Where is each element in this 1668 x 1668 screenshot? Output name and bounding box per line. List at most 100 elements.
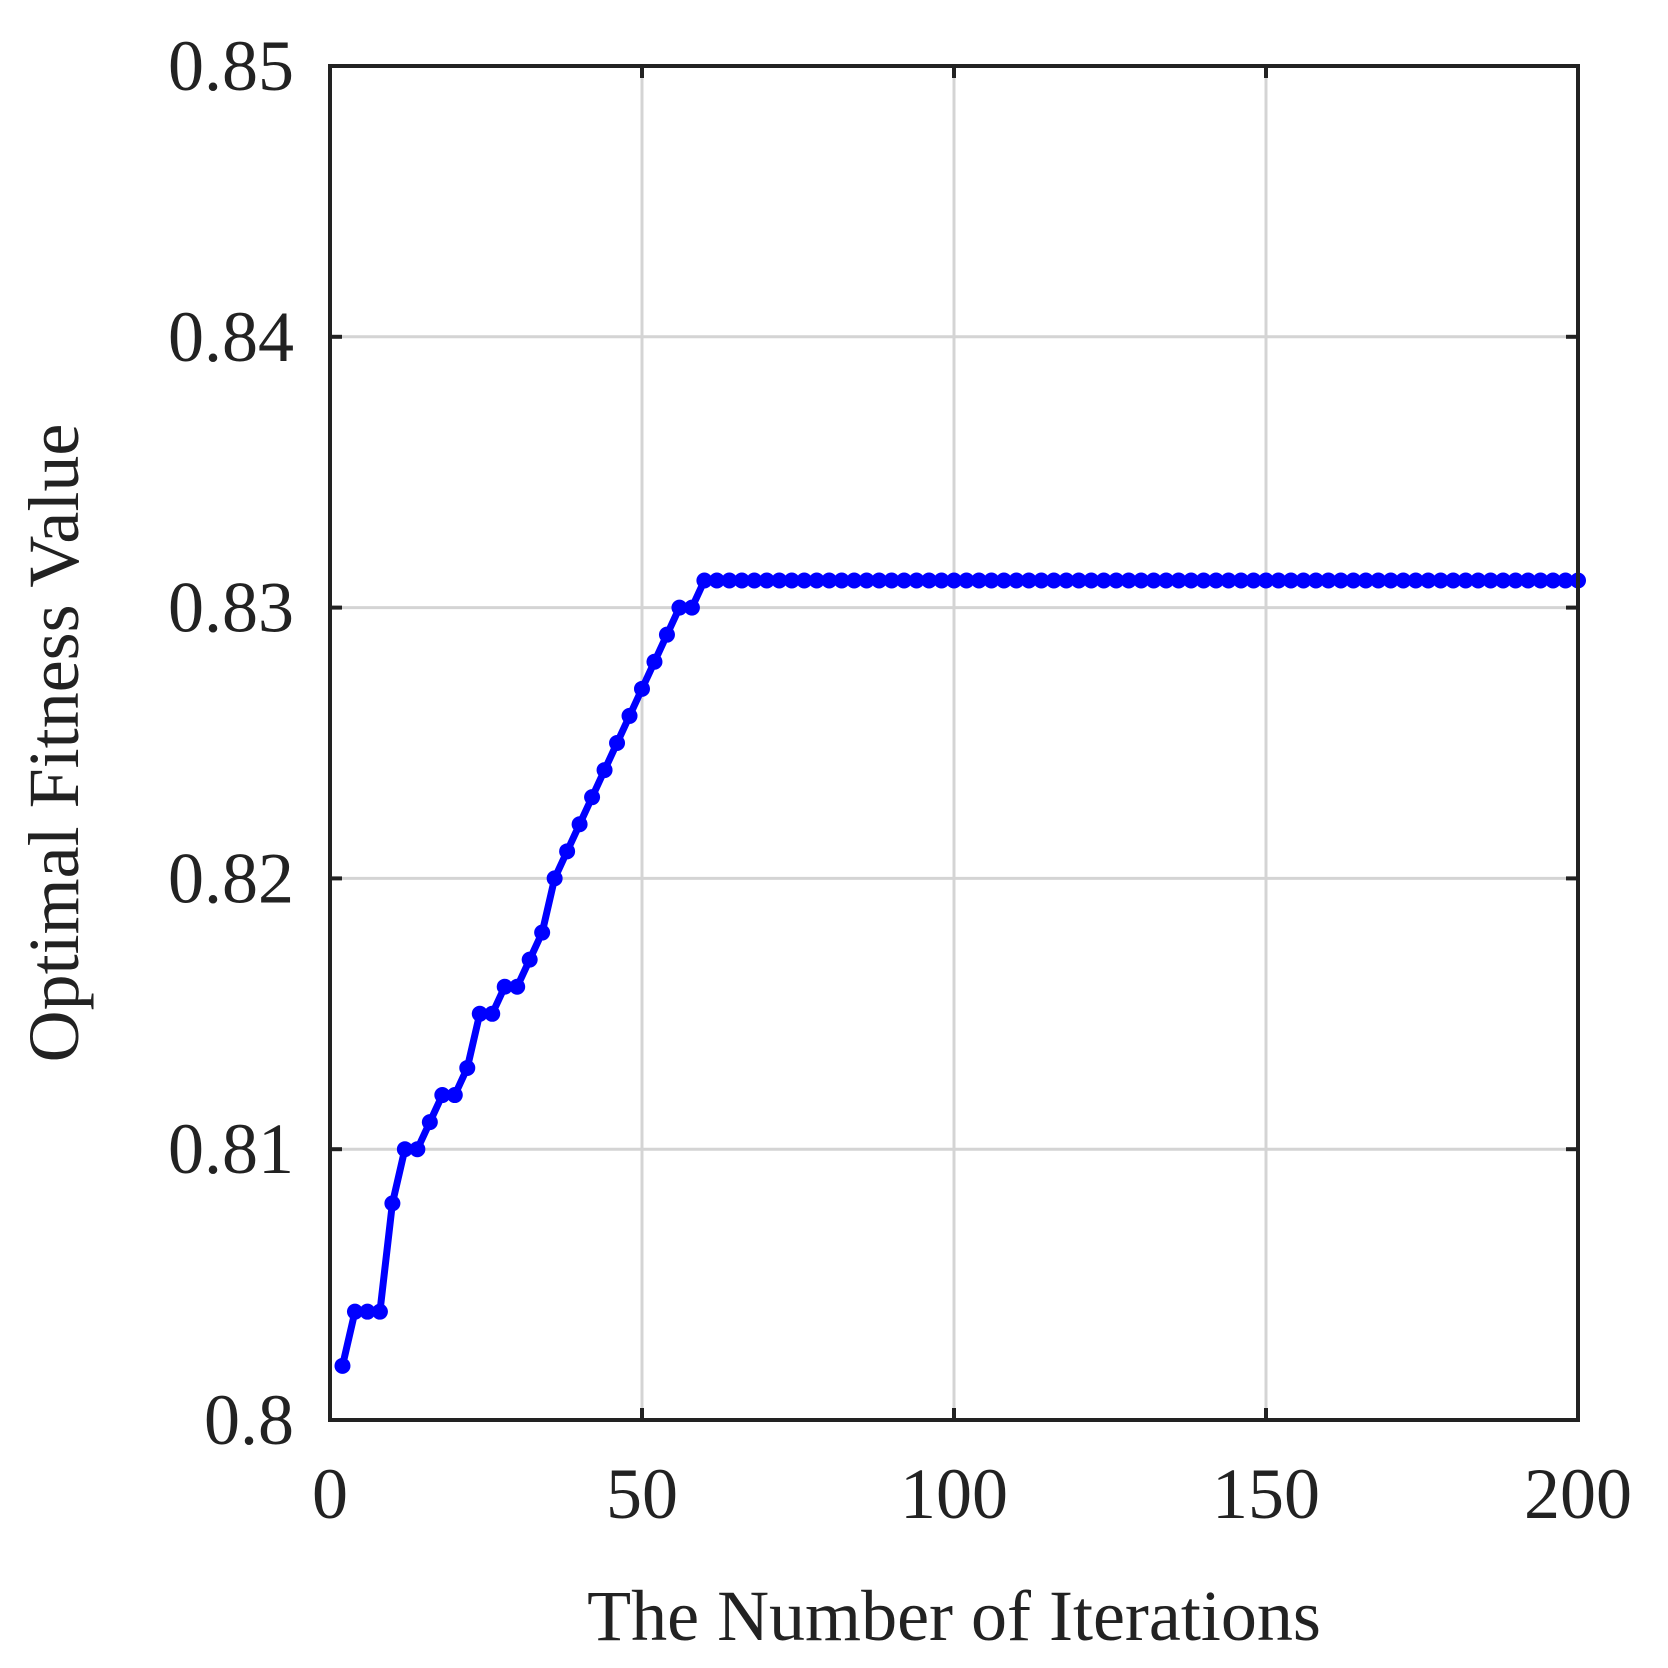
y-tick-label: 0.85 [168,26,294,106]
data-point [833,572,850,589]
data-point [671,599,688,616]
x-tick-label: 200 [1524,1454,1632,1534]
axis-ticks [328,64,1580,1422]
data-point [571,816,588,833]
data-point [1370,572,1387,589]
data-point [1145,572,1162,589]
data-point [1307,572,1324,589]
data-point [733,572,750,589]
data-point [1233,572,1250,589]
data-point [1158,572,1175,589]
data-point [1195,572,1212,589]
data-point [846,572,863,589]
data-point [1170,572,1187,589]
data-point [983,572,1000,589]
data-point [771,572,788,589]
data-point [396,1141,413,1158]
x-tick-label: 0 [312,1454,348,1534]
data-point [1495,572,1512,589]
data-point [858,572,875,589]
data-point [1507,572,1524,589]
x-tick-label: 100 [900,1454,1008,1534]
data-point [683,599,700,616]
data-point [933,572,950,589]
data-point [883,572,900,589]
data-point [1332,572,1349,589]
y-tick-labels: 0.8 0.81 0.82 0.83 0.84 0.85 [168,26,294,1460]
data-point [658,626,675,643]
data-point [1220,572,1237,589]
data-point [1208,572,1225,589]
data-point [1095,572,1112,589]
data-point [821,572,838,589]
data-point [946,572,962,589]
data-point [446,1087,463,1104]
data-point [1133,572,1150,589]
data-point [334,1357,351,1374]
y-tick-label: 0.8 [204,1380,294,1460]
data-point [696,572,713,589]
data-point [1245,572,1262,589]
data-point [1295,572,1312,589]
data-point [1395,572,1412,589]
data-point [359,1303,376,1320]
data-point [721,572,738,589]
data-point [1070,572,1087,589]
data-point [646,653,663,670]
data-point [521,951,538,968]
data-point [1020,572,1037,589]
data-point [484,1005,501,1022]
series-line [339,577,1578,1367]
data-point [621,707,638,724]
y-tick-label: 0.81 [168,1109,294,1189]
data-point [1108,572,1125,589]
data-point [1282,572,1299,589]
data-point [1058,572,1075,589]
series-layer [334,572,1586,1374]
data-point [1432,572,1449,589]
data-point [1120,572,1137,589]
x-tick-labels: 0 50 100 150 200 [312,1454,1632,1534]
data-point [1470,572,1487,589]
data-point [1033,572,1050,589]
y-tick-label: 0.83 [168,568,294,648]
data-point [346,1303,363,1320]
y-tick-label: 0.82 [168,838,294,918]
data-point [1083,572,1100,589]
data-point [1320,572,1337,589]
data-point [1482,572,1499,589]
data-point [421,1114,438,1131]
data-point [783,572,800,589]
data-point [958,572,975,589]
data-point [708,572,725,589]
data-point [808,572,825,589]
data-point [371,1303,388,1320]
data-point [995,572,1012,589]
x-tick-label: 50 [606,1454,678,1534]
x-axis-title: The Number of Iterations [587,1576,1321,1656]
data-point [908,572,925,589]
data-point [1382,572,1399,589]
data-point [634,680,650,697]
data-point [921,572,938,589]
data-point [596,762,613,779]
data-point [584,789,601,806]
data-point [434,1087,451,1104]
grid-lines [330,66,1578,1420]
data-point [1557,572,1574,589]
data-point [1270,572,1287,589]
data-point [409,1141,426,1158]
x-tick-label: 150 [1212,1454,1320,1534]
data-point [970,572,987,589]
data-point [384,1195,401,1212]
y-axis-title: Optimal Fitness Value [14,424,94,1063]
data-point [1545,572,1562,589]
data-point [1357,572,1374,589]
data-point [496,978,513,995]
data-point [871,572,888,589]
data-point [1420,572,1437,589]
data-point [746,572,763,589]
data-point [471,1005,488,1022]
data-point [559,843,576,860]
